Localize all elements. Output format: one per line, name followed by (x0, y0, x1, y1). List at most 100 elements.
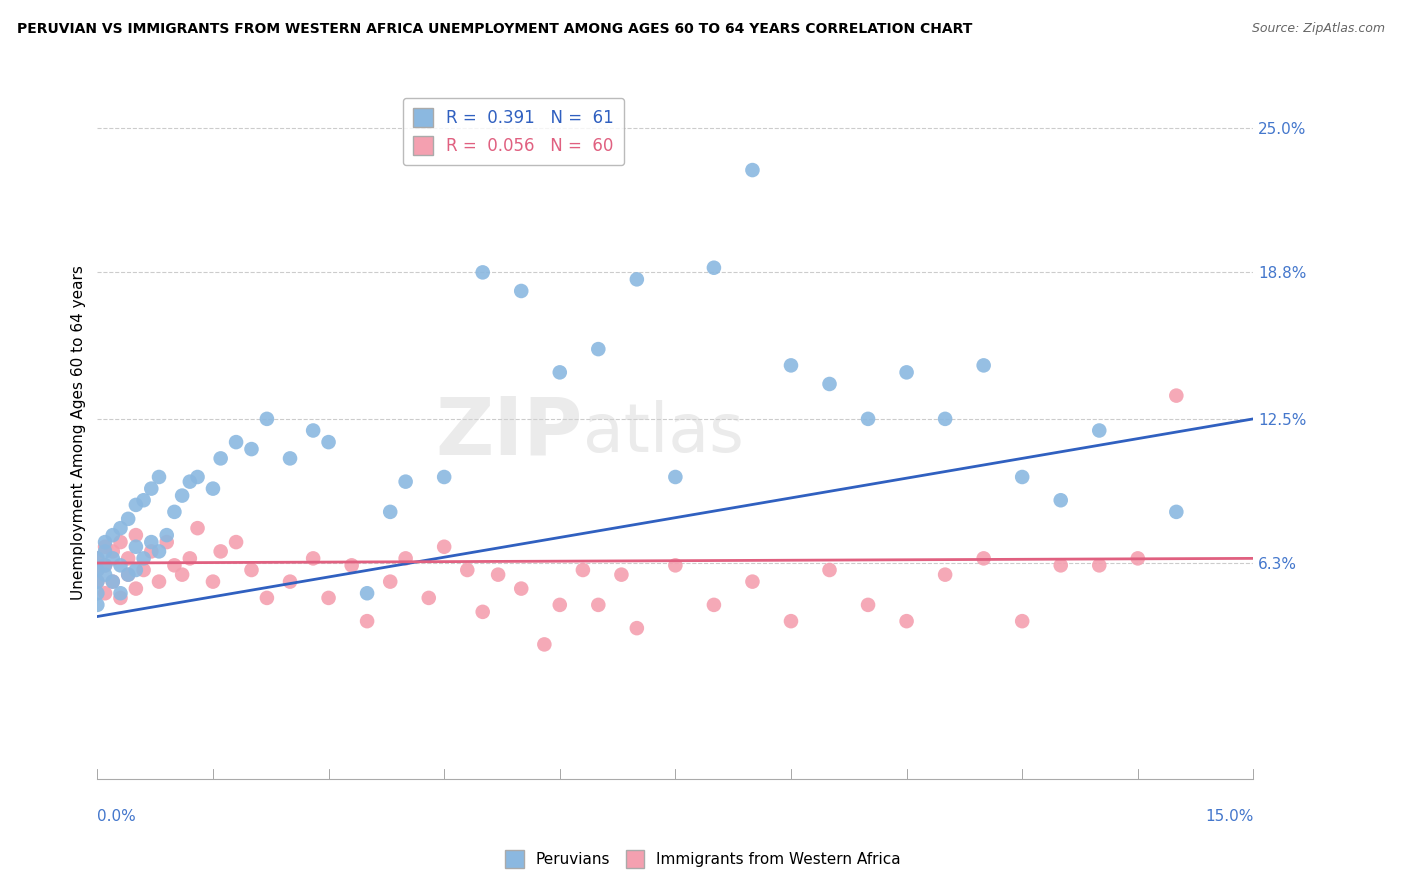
Point (94, 567, 117, 582)
Point (172, 489, 194, 503)
Point (117, 567, 139, 582)
Point (302, 551, 325, 566)
Point (156, 535, 179, 549)
Point (240, 563, 263, 577)
Point (588, 342, 610, 356)
Point (703, 260, 725, 275)
Point (780, 614, 803, 628)
Point (896, 614, 918, 628)
Point (278, 451, 301, 466)
Point (471, 265, 494, 279)
Point (1166, 389, 1188, 403)
Point (156, 528, 179, 542)
Point (626, 621, 648, 635)
Point (163, 558, 186, 573)
Text: PERUVIAN VS IMMIGRANTS FROM WESTERN AFRICA UNEMPLOYMENT AMONG AGES 60 TO 64 YEAR: PERUVIAN VS IMMIGRANTS FROM WESTERN AFRI… (17, 22, 972, 37)
Point (302, 424, 325, 438)
Point (340, 558, 363, 573)
Point (356, 614, 378, 628)
Point (626, 272, 648, 286)
Point (256, 412, 278, 426)
Point (101, 528, 124, 542)
Point (510, 284, 533, 298)
Point (101, 574, 124, 589)
Point (818, 563, 841, 577)
Point (117, 512, 139, 526)
Text: 15.0%: 15.0% (1205, 809, 1253, 824)
Point (125, 498, 148, 512)
Point (186, 521, 208, 535)
Text: 0.0%: 0.0% (97, 809, 136, 824)
Point (703, 598, 725, 612)
Point (86, 598, 108, 612)
Point (588, 598, 610, 612)
Point (1011, 470, 1033, 484)
Point (110, 591, 132, 605)
Point (86, 574, 108, 589)
Point (240, 442, 263, 456)
Point (1166, 505, 1188, 519)
Point (86, 574, 108, 589)
Point (1126, 551, 1149, 566)
Point (741, 163, 763, 178)
Point (318, 435, 340, 450)
Point (934, 412, 956, 426)
Point (1049, 493, 1071, 508)
Point (856, 412, 879, 426)
Point (101, 574, 124, 589)
Point (117, 567, 139, 582)
Point (125, 563, 148, 577)
Point (380, 505, 402, 519)
Point (94, 586, 117, 600)
Point (86, 551, 108, 566)
Point (132, 493, 155, 508)
Point (125, 540, 148, 554)
Point (664, 558, 686, 573)
Point (125, 582, 148, 596)
Point (101, 551, 124, 566)
Point (94, 544, 117, 558)
Point (86, 563, 108, 577)
Text: Source: ZipAtlas.com: Source: ZipAtlas.com (1251, 22, 1385, 36)
Point (510, 582, 533, 596)
Point (141, 544, 163, 558)
Point (934, 567, 956, 582)
Point (209, 451, 232, 466)
Point (132, 551, 155, 566)
Point (780, 359, 803, 373)
Point (548, 365, 571, 379)
Point (533, 637, 555, 651)
Point (318, 591, 340, 605)
Point (125, 528, 148, 542)
Point (132, 563, 155, 577)
Point (141, 535, 163, 549)
Point (896, 365, 918, 379)
Point (110, 521, 132, 535)
Text: ZIP: ZIP (436, 393, 583, 472)
Point (209, 544, 232, 558)
Point (380, 574, 402, 589)
Point (456, 563, 478, 577)
Point (179, 551, 201, 566)
Legend: Peruvians, Immigrants from Western Africa: Peruvians, Immigrants from Western Afric… (499, 844, 907, 873)
Point (1011, 614, 1033, 628)
Point (225, 535, 247, 549)
Point (201, 574, 224, 589)
Legend: R =  0.391   N =  61, R =  0.056   N =  60: R = 0.391 N = 61, R = 0.056 N = 60 (404, 98, 624, 165)
Point (256, 591, 278, 605)
Point (225, 435, 247, 450)
Point (973, 551, 995, 566)
Point (179, 475, 201, 489)
Point (548, 598, 571, 612)
Point (163, 505, 186, 519)
Point (610, 567, 633, 582)
Point (172, 567, 194, 582)
Point (86, 551, 108, 566)
Point (94, 558, 117, 573)
Point (486, 567, 509, 582)
Point (741, 574, 763, 589)
Point (572, 563, 595, 577)
Point (418, 591, 440, 605)
Point (101, 544, 124, 558)
Point (471, 605, 494, 619)
